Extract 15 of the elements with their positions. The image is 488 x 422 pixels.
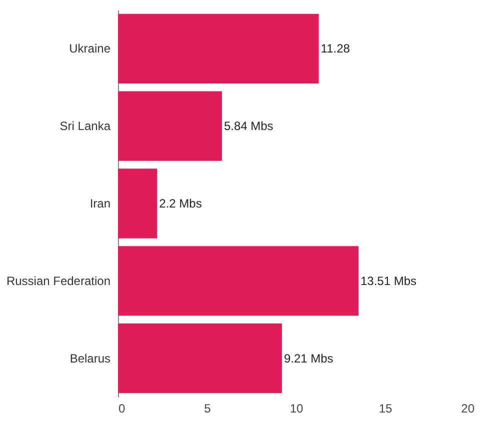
data-label: 5.84 Mbs: [224, 119, 274, 134]
x-tick-label: 20: [461, 402, 475, 416]
data-label: 2.2 Mbs: [159, 196, 202, 210]
y-tick-label: Ukraine: [69, 42, 111, 56]
y-tick-label: Belarus: [70, 351, 110, 366]
x-tick-label: 5: [204, 402, 212, 416]
y-tick-label: Iran: [90, 196, 110, 210]
data-label: 11.28: [320, 42, 350, 56]
x-tick-label: 15: [378, 402, 392, 416]
data-label: 13.51 Mbs: [360, 274, 417, 288]
y-tick-label: Russian Federation: [6, 274, 110, 288]
data-label: 9.21 Mbs: [284, 351, 334, 366]
x-tick-label: 0: [118, 402, 126, 416]
y-tick-label: Sri Lanka: [60, 119, 111, 134]
x-tick-label: 10: [290, 402, 304, 416]
